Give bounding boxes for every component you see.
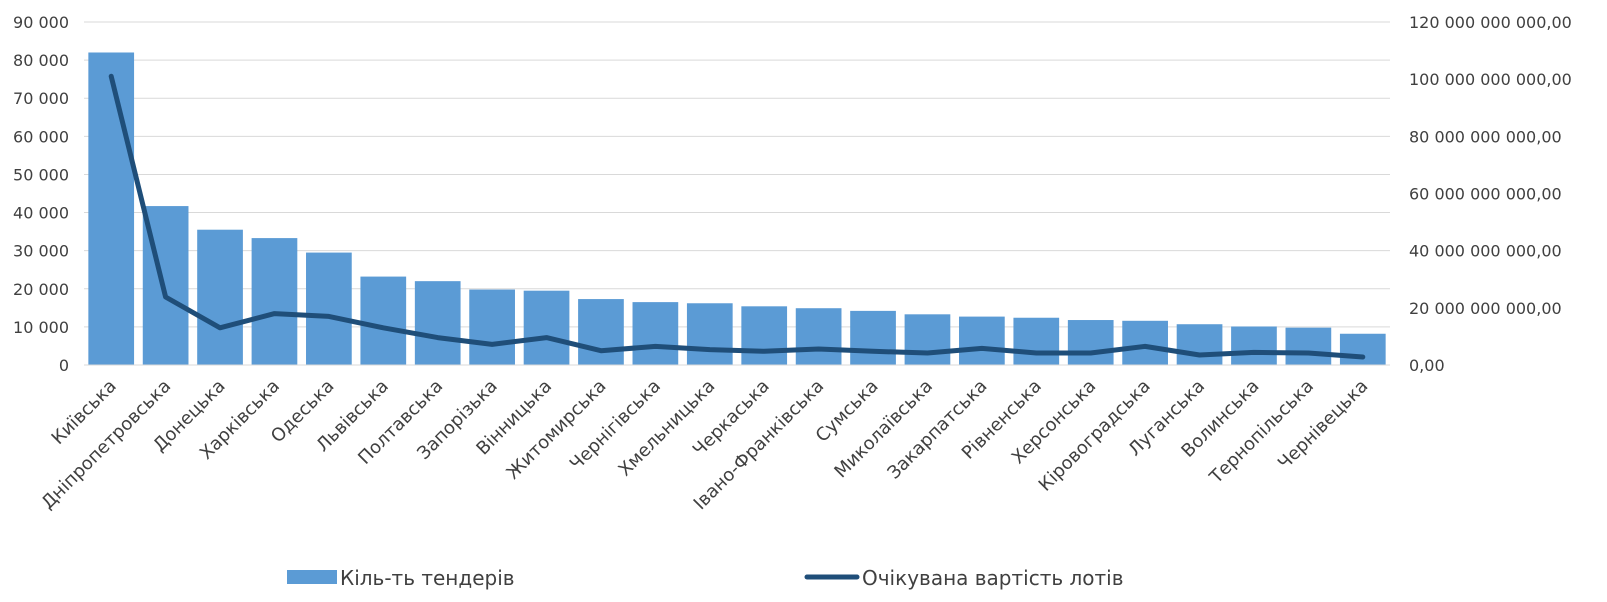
bar: [360, 276, 407, 365]
bar: [1339, 333, 1386, 365]
left-y-axis: 0 10 000 20 000 30 000 40 000 50 000 60 000 70 …: [13, 13, 69, 375]
y-left-tick-label: 30 000: [13, 242, 69, 261]
bar: [1013, 317, 1060, 365]
bar: [850, 310, 896, 365]
y-left-tick-label: 70 000: [13, 89, 69, 108]
legend-line-label: Очікувана вартість лотів: [862, 566, 1124, 590]
line-series: [108, 73, 1366, 360]
y-right-tick-label: 20 000 000 000,00: [1409, 299, 1562, 318]
bar: [1067, 320, 1114, 365]
bar: [414, 281, 461, 365]
bar: [1122, 320, 1168, 365]
y-left-tick-label: 80 000: [13, 51, 69, 70]
y-left-tick-label: 40 000: [13, 204, 69, 223]
x-tick-label: Миколаївська: [830, 376, 937, 483]
bar: [306, 252, 352, 365]
bar: [469, 289, 515, 365]
y-right-tick-label: 80 000 000 000,00: [1409, 127, 1562, 146]
bar: [523, 290, 570, 365]
legend: Кіль-ть тендерів Очікувана вартість лоті…: [287, 566, 1124, 590]
y-right-tick-label: 60 000 000 000,00: [1409, 185, 1562, 204]
bar: [959, 316, 1005, 365]
bar: [88, 52, 135, 365]
x-tick-label: Житомирська: [503, 376, 611, 484]
gridlines: [84, 21, 1390, 328]
legend-bar-label: Кіль-ть тендерів: [340, 566, 515, 590]
y-right-tick-label: 120 000 000 000,00: [1409, 13, 1572, 32]
y-right-tick-label: 40 000 000 000,00: [1409, 242, 1562, 261]
y-left-tick-label: 20 000: [13, 280, 69, 299]
x-axis-labels: КиївськаДніпропетровськаДонецькаХарківсь…: [37, 376, 1372, 514]
y-left-tick-label: 90 000: [13, 13, 69, 32]
y-left-tick-label: 10 000: [13, 318, 69, 337]
bar: [904, 314, 951, 365]
bar: [1176, 324, 1223, 365]
bar: [632, 302, 679, 365]
bar: [1231, 326, 1277, 365]
bar: [686, 303, 733, 365]
y-right-tick-label: 100 000 000 000,00: [1409, 70, 1572, 89]
bar-series: [88, 52, 1386, 365]
x-tick-label: Хмельницька: [614, 376, 719, 481]
y-left-tick-label: 50 000: [13, 165, 69, 184]
bar: [197, 229, 243, 365]
y-right-tick-label: 0,00: [1409, 356, 1445, 375]
x-tick-label: Закарпатська: [884, 376, 992, 484]
right-y-axis: 0,00 20 000 000 000,00 40 000 000 000,00 60…: [1409, 13, 1572, 375]
bar: [1285, 327, 1332, 365]
bar: [578, 299, 624, 365]
bar: [795, 308, 842, 365]
y-left-tick-label: 60 000: [13, 127, 69, 146]
bar: [741, 306, 788, 365]
legend-bar-swatch: [287, 570, 337, 584]
y-left-tick-label: 0: [59, 356, 69, 375]
bar: [251, 238, 298, 365]
